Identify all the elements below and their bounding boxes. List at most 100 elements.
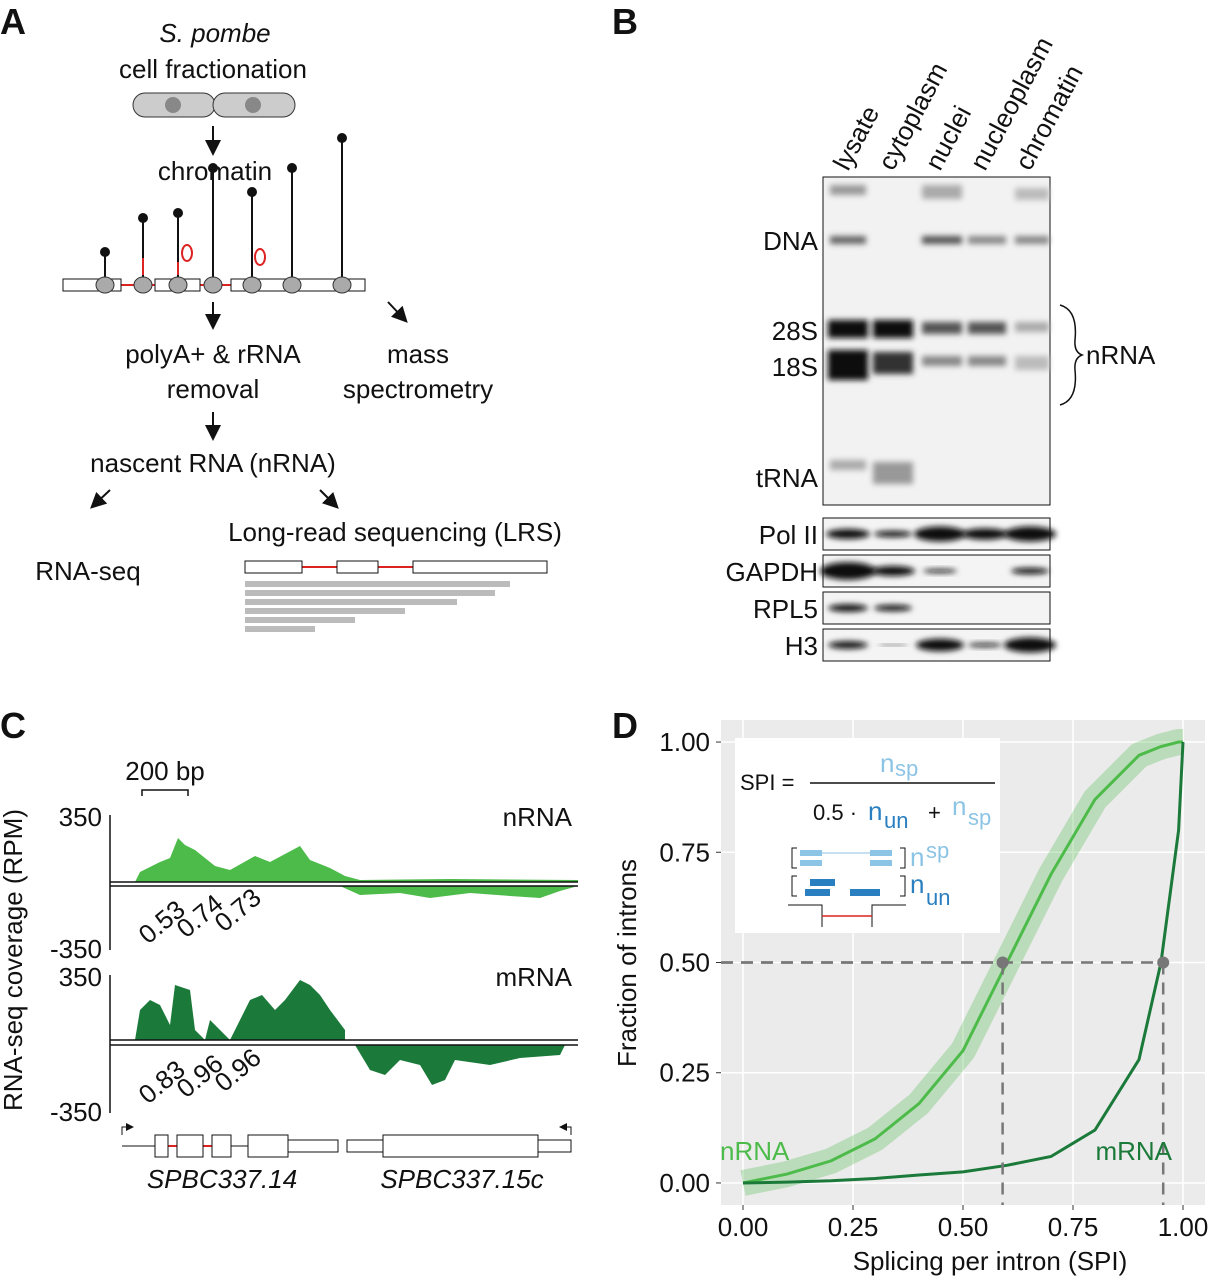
gene-models: [121, 1123, 572, 1158]
bracket: [1059, 304, 1085, 406]
blot-band: [874, 530, 912, 538]
blot-label: Pol II: [759, 520, 818, 550]
label: cell fractionation: [119, 54, 307, 84]
legend-text: un: [926, 885, 950, 910]
y-tick-label: 0.75: [659, 837, 710, 867]
x-tick-label: 0.75: [1048, 1212, 1099, 1242]
bracket-label: nRNA: [1086, 340, 1156, 370]
label: spectrometry: [343, 374, 493, 404]
panel-b: B lysatecytoplasmnucleinucleoplasmchroma…: [612, 1, 1156, 662]
band-label: DNA: [763, 226, 819, 256]
y-tick-label: 350: [59, 962, 102, 992]
x-tick-label: 0.00: [718, 1212, 769, 1242]
blot-band: [968, 643, 1002, 647]
coverage: [355, 1045, 565, 1085]
y-tick-label: 350: [59, 802, 102, 832]
formula: n: [880, 748, 894, 778]
panel-a: A S. pombe cell fractionation chromatin: [0, 1, 562, 632]
blot-band: [878, 644, 908, 646]
axis-label: RNA-seq coverage (RPM): [0, 809, 28, 1111]
blot-band: [828, 641, 868, 649]
nucleus: [245, 97, 261, 113]
blot-band: [1004, 526, 1056, 542]
arrow: [90, 489, 111, 509]
formula: 0.5 ·: [813, 800, 857, 825]
inset: SPI = n sp 0.5 · n un + n sp n sp n un: [735, 738, 1000, 933]
blot-band: [1011, 567, 1049, 575]
blot-band: [916, 638, 964, 652]
coverage: [135, 980, 345, 1040]
band-label: tRNA: [756, 463, 819, 493]
formula: n: [952, 791, 966, 821]
panel-letter: D: [612, 705, 638, 746]
formula: sp: [895, 756, 918, 781]
label: RNA-seq: [35, 556, 140, 586]
blot-band: [1004, 637, 1056, 653]
spi-label: 0.73: [209, 882, 267, 938]
label: mass: [387, 339, 449, 369]
y-tick-label: -350: [50, 934, 102, 964]
legend-label: mRNA: [1095, 1136, 1172, 1166]
formula: un: [884, 808, 908, 833]
legend-text: sp: [926, 838, 949, 863]
x-axis-label: Splicing per intron (SPI): [853, 1246, 1128, 1276]
legend-label: nRNA: [720, 1136, 790, 1166]
panel-letter: C: [0, 705, 26, 746]
spi-label: 0.96: [209, 1042, 267, 1098]
y-tick-label: 0.50: [659, 948, 710, 978]
panel-letter: B: [612, 1, 638, 42]
blot-band: [871, 566, 915, 576]
panel-letter: A: [0, 1, 26, 42]
formula: sp: [968, 805, 991, 830]
inset-box: [735, 738, 1000, 933]
chromatin-diagram: [62, 133, 366, 294]
legend-text: n: [910, 869, 924, 899]
y-axis-label: Fraction of introns: [612, 859, 642, 1067]
track-label: nRNA: [503, 802, 573, 832]
gel: [822, 176, 1051, 506]
label: Long-read sequencing (LRS): [228, 517, 562, 547]
scale-bar: [141, 789, 189, 796]
blot-label: H3: [785, 631, 818, 661]
panel-c: C 200 bp RNA-seq coverage (RPM) 350-350n…: [0, 705, 578, 1194]
blot-label: RPL5: [753, 594, 818, 624]
label: nascent RNA (nRNA): [90, 448, 336, 478]
x-tick-label: 0.50: [938, 1212, 989, 1242]
panel-d: D Splicing per intron (SPI) Fraction of …: [612, 705, 1208, 1276]
gene-name: SPBC337.14: [147, 1164, 297, 1194]
coverage: [340, 886, 578, 898]
band-label: 28S: [772, 316, 818, 346]
x-tick-label: 1.00: [1158, 1212, 1209, 1242]
blot-band: [923, 569, 957, 573]
label: polyA+ & rRNA: [125, 339, 301, 369]
y-tick-label: 0.25: [659, 1058, 710, 1088]
blot-band: [820, 562, 876, 580]
blot-band: [914, 526, 966, 542]
blot-band: [826, 529, 870, 539]
y-tick-label: 0.00: [659, 1168, 710, 1198]
gene-name: SPBC337.15c: [380, 1164, 543, 1194]
track-axes: [109, 815, 578, 1113]
coverage: [135, 838, 578, 882]
y-tick-label: 1.00: [659, 727, 710, 757]
formula: n: [868, 796, 882, 826]
y-tick-label: -350: [50, 1097, 102, 1127]
nucleus: [165, 97, 181, 113]
band-label: 18S: [772, 352, 818, 382]
gel-bands: [828, 185, 1049, 484]
legend-text: n: [910, 842, 924, 872]
blot-label: GAPDH: [726, 557, 818, 587]
x-tick-label: 0.25: [828, 1212, 879, 1242]
arrow: [319, 489, 339, 509]
formula: +: [928, 800, 941, 825]
blot-band: [962, 528, 1008, 540]
blot-band: [874, 604, 912, 612]
label: S. pombe: [159, 18, 270, 48]
label: removal: [167, 374, 259, 404]
track-label: mRNA: [495, 962, 572, 992]
reference-point: [1157, 956, 1170, 969]
lrs-diagram: [244, 560, 548, 632]
scale-bar-label: 200 bp: [125, 756, 205, 786]
formula: SPI =: [740, 770, 794, 795]
